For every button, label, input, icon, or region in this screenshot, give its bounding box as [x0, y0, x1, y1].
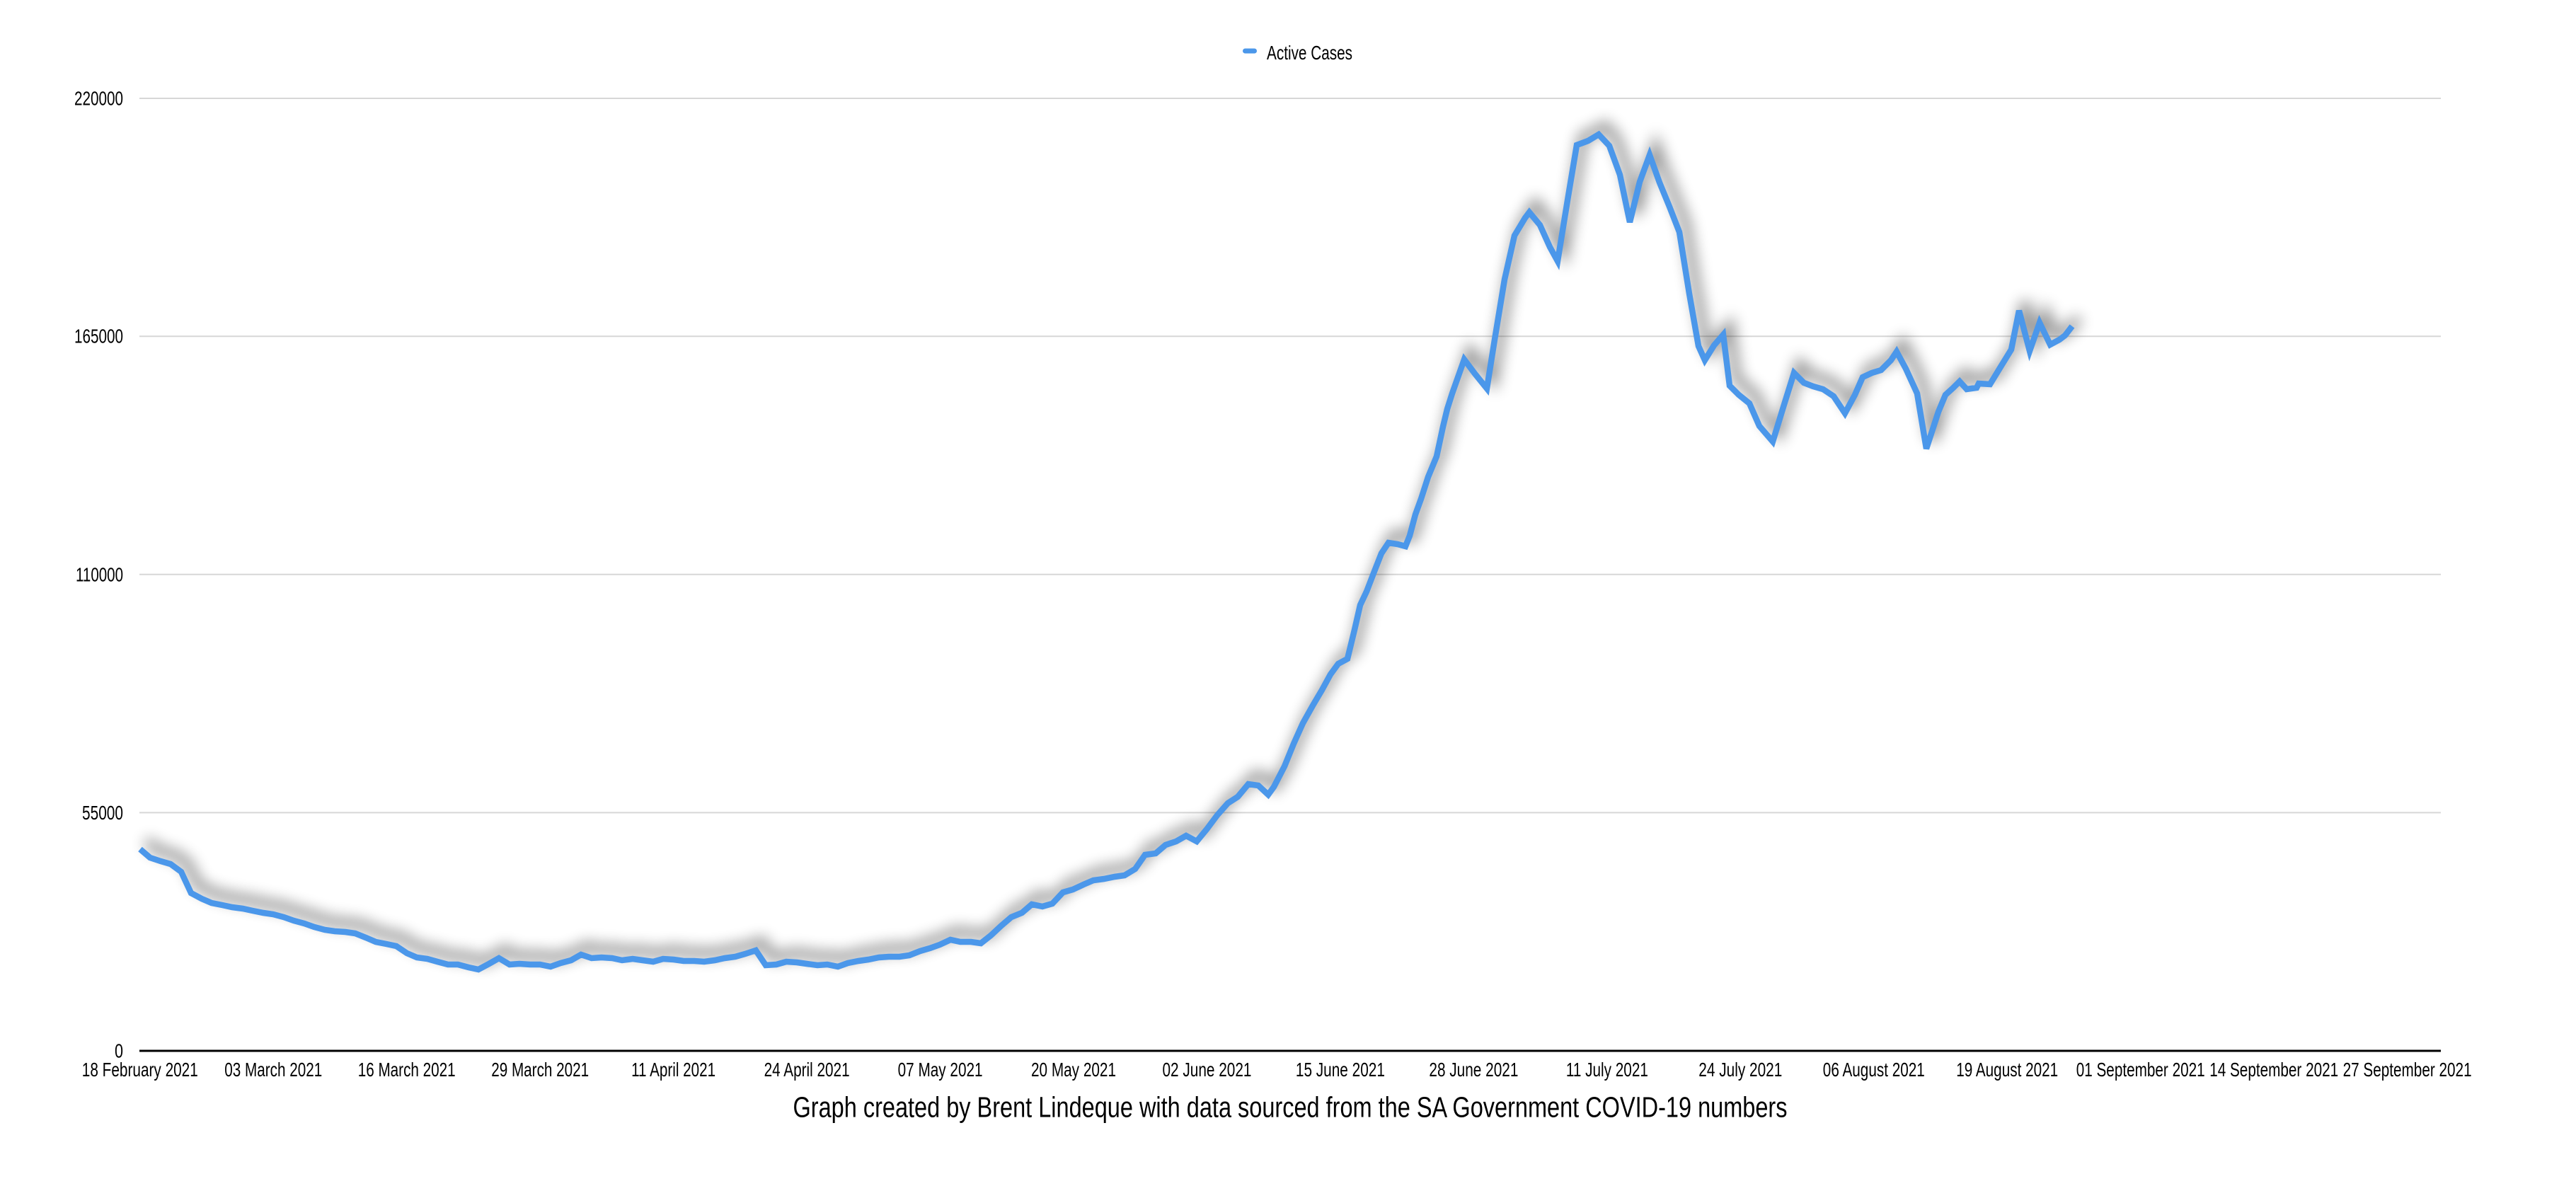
- svg-text:220000: 220000: [74, 88, 123, 110]
- svg-text:14 September 2021: 14 September 2021: [2209, 1059, 2338, 1081]
- svg-text:24 April 2021: 24 April 2021: [764, 1059, 850, 1081]
- svg-text:06 August 2021: 06 August 2021: [1823, 1059, 1925, 1081]
- svg-text:18 February 2021: 18 February 2021: [82, 1059, 198, 1081]
- svg-text:55000: 55000: [82, 802, 123, 824]
- svg-text:07 May 2021: 07 May 2021: [898, 1059, 983, 1081]
- svg-text:28 June 2021: 28 June 2021: [1429, 1059, 1518, 1081]
- svg-text:165000: 165000: [74, 326, 123, 347]
- svg-text:19 August 2021: 19 August 2021: [1956, 1059, 2058, 1081]
- svg-text:Active Cases: Active Cases: [1267, 42, 1352, 64]
- svg-text:110000: 110000: [76, 563, 123, 585]
- svg-text:Graph created by Brent Lindequ: Graph created by Brent Lindeque with dat…: [793, 1091, 1788, 1124]
- svg-text:16 March 2021: 16 March 2021: [358, 1059, 456, 1081]
- svg-text:27 September 2021: 27 September 2021: [2343, 1059, 2472, 1081]
- svg-text:03 March 2021: 03 March 2021: [224, 1059, 322, 1081]
- svg-text:24 July 2021: 24 July 2021: [1698, 1059, 1782, 1081]
- svg-text:0: 0: [115, 1040, 123, 1062]
- svg-text:20 May 2021: 20 May 2021: [1031, 1059, 1116, 1081]
- svg-text:11 July 2021: 11 July 2021: [1566, 1059, 1648, 1081]
- svg-text:11 April 2021: 11 April 2021: [631, 1059, 715, 1081]
- svg-text:29 March 2021: 29 March 2021: [491, 1059, 589, 1081]
- svg-text:02 June 2021: 02 June 2021: [1163, 1059, 1252, 1081]
- svg-text:01 September 2021: 01 September 2021: [2076, 1059, 2205, 1081]
- svg-text:15 June 2021: 15 June 2021: [1296, 1059, 1385, 1081]
